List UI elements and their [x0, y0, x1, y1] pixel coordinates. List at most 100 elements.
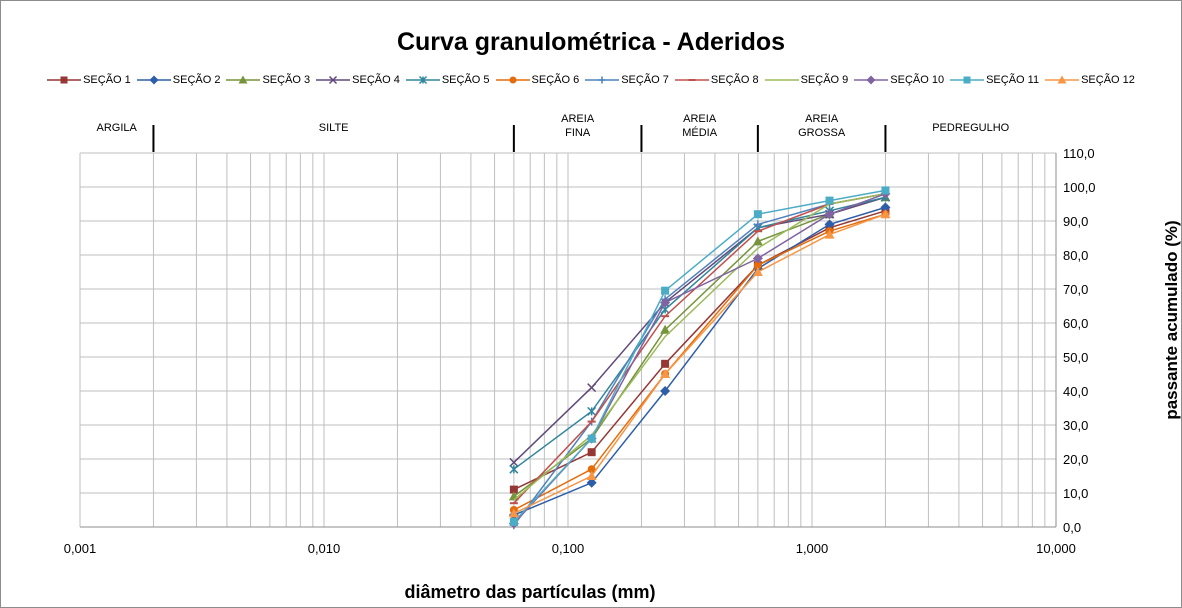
x-axis-label: diâmetro das partículas (mm) — [404, 582, 656, 602]
data-point — [508, 508, 519, 518]
x-tick-label: 1,000 — [796, 541, 829, 556]
series-line — [513, 193, 886, 504]
data-point — [660, 324, 671, 334]
legend-swatch — [1045, 75, 1080, 84]
data-point — [752, 267, 763, 276]
y-tick-label: 90,0 — [1063, 214, 1088, 229]
data-point — [587, 465, 596, 474]
x-tick-label: 10,000 — [1036, 541, 1076, 556]
data-point — [661, 286, 670, 295]
y-tick-label: 10,0 — [1063, 486, 1088, 501]
data-point — [824, 209, 835, 220]
data-point — [753, 220, 762, 229]
x-tick-label: 0,010 — [308, 541, 341, 556]
legend-swatch — [136, 75, 171, 85]
legend-item: SEÇÃO 11 — [950, 74, 1039, 86]
legend-item: SEÇÃO 7 — [585, 74, 669, 86]
legend-swatch — [950, 76, 985, 84]
data-point — [660, 386, 671, 396]
y-tick-label: 80,0 — [1063, 248, 1088, 263]
data-point — [418, 75, 427, 85]
data-point — [329, 75, 338, 85]
y-tick-label: 50,0 — [1063, 350, 1088, 365]
chart-title: Curva granulométrica - Aderidos — [396, 28, 786, 56]
data-point — [509, 485, 518, 494]
zone-label: MÉDIA — [682, 126, 718, 139]
legend-label: SEÇÃO 9 — [800, 74, 849, 86]
zone-label: FINA — [565, 127, 591, 139]
legend-item: SEÇÃO 10 — [854, 74, 944, 86]
legend-label: SEÇÃO 8 — [710, 74, 759, 86]
legend-label: SEÇÃO 3 — [262, 74, 311, 86]
legend-item: SEÇÃO 3 — [226, 74, 310, 86]
legend-item: SEÇÃO 6 — [495, 74, 580, 86]
data-point — [60, 76, 68, 84]
legend-label: SEÇÃO 12 — [1081, 74, 1135, 86]
zone-label: AREIA — [805, 113, 839, 125]
data-point — [752, 253, 763, 264]
series-7 — [509, 189, 890, 530]
y-tick-label: 0,0 — [1063, 520, 1081, 535]
series-11 — [509, 186, 890, 526]
y-tick-label: 20,0 — [1063, 452, 1088, 467]
y-tick-label: 60,0 — [1063, 316, 1088, 331]
legend-label: SEÇÃO 1 — [83, 74, 131, 86]
data-point — [866, 75, 876, 85]
series-10 — [508, 188, 891, 529]
data-point — [509, 457, 519, 467]
y-tick-label: 40,0 — [1063, 384, 1088, 399]
series-line — [513, 193, 886, 525]
legend-item: SEÇÃO 2 — [136, 74, 220, 86]
series-line — [513, 193, 886, 526]
zone-label: SILTE — [319, 122, 349, 134]
legend-label: SEÇÃO 4 — [352, 74, 400, 86]
legend-swatch — [226, 75, 261, 84]
data-point — [586, 471, 597, 480]
data-point — [509, 76, 517, 84]
y-tick-label: 70,0 — [1063, 282, 1088, 297]
series-line — [513, 196, 886, 470]
data-point — [661, 359, 670, 368]
data-point — [880, 209, 891, 219]
data-point — [587, 383, 597, 393]
data-point — [1057, 75, 1067, 84]
data-point — [238, 75, 248, 84]
legend-swatch — [585, 76, 620, 84]
data-point — [880, 202, 891, 213]
y-axis-label: passante acumulado (%) — [1162, 220, 1181, 420]
series-line — [513, 210, 886, 491]
series-line — [513, 193, 886, 501]
legend-label: SEÇÃO 10 — [890, 74, 945, 86]
data-point — [753, 210, 762, 219]
x-tick-label: 0,001 — [64, 541, 97, 556]
x-tick-label: 0,100 — [552, 541, 585, 556]
data-point — [752, 236, 763, 246]
data-point — [660, 297, 671, 308]
legend-item: SEÇÃO 5 — [405, 74, 490, 86]
chart-legend: SEÇÃO 1 SEÇÃO 2 SEÇÃO 3 SEÇÃO 4 SEÇÃO 5 SEÇÃO… — [0, 74, 1182, 86]
data-point — [753, 261, 762, 270]
series-12 — [508, 209, 891, 518]
legend-label: SEÇÃO 6 — [531, 74, 580, 86]
zone-label: AREIA — [561, 113, 595, 125]
zone-label: GROSSA — [798, 127, 846, 139]
data-point — [509, 517, 518, 526]
zone-label: AREIA — [683, 113, 717, 125]
legend-label: SEÇÃO 11 — [986, 74, 1040, 86]
data-point — [509, 464, 519, 474]
legend-swatch — [47, 76, 82, 84]
data-point — [825, 196, 834, 205]
zone-label: PEDREGULHO — [932, 122, 1009, 134]
series-line — [513, 213, 886, 511]
grid — [79, 152, 1057, 528]
series-9 — [513, 193, 886, 501]
legend-swatch — [405, 75, 440, 85]
data-point — [586, 477, 597, 488]
legend-item: SEÇÃO 9 — [764, 74, 849, 86]
data-point — [587, 434, 596, 443]
legend-swatch — [674, 79, 709, 81]
series-1 — [509, 206, 890, 494]
legend-item: SEÇÃO 1 — [47, 74, 131, 86]
